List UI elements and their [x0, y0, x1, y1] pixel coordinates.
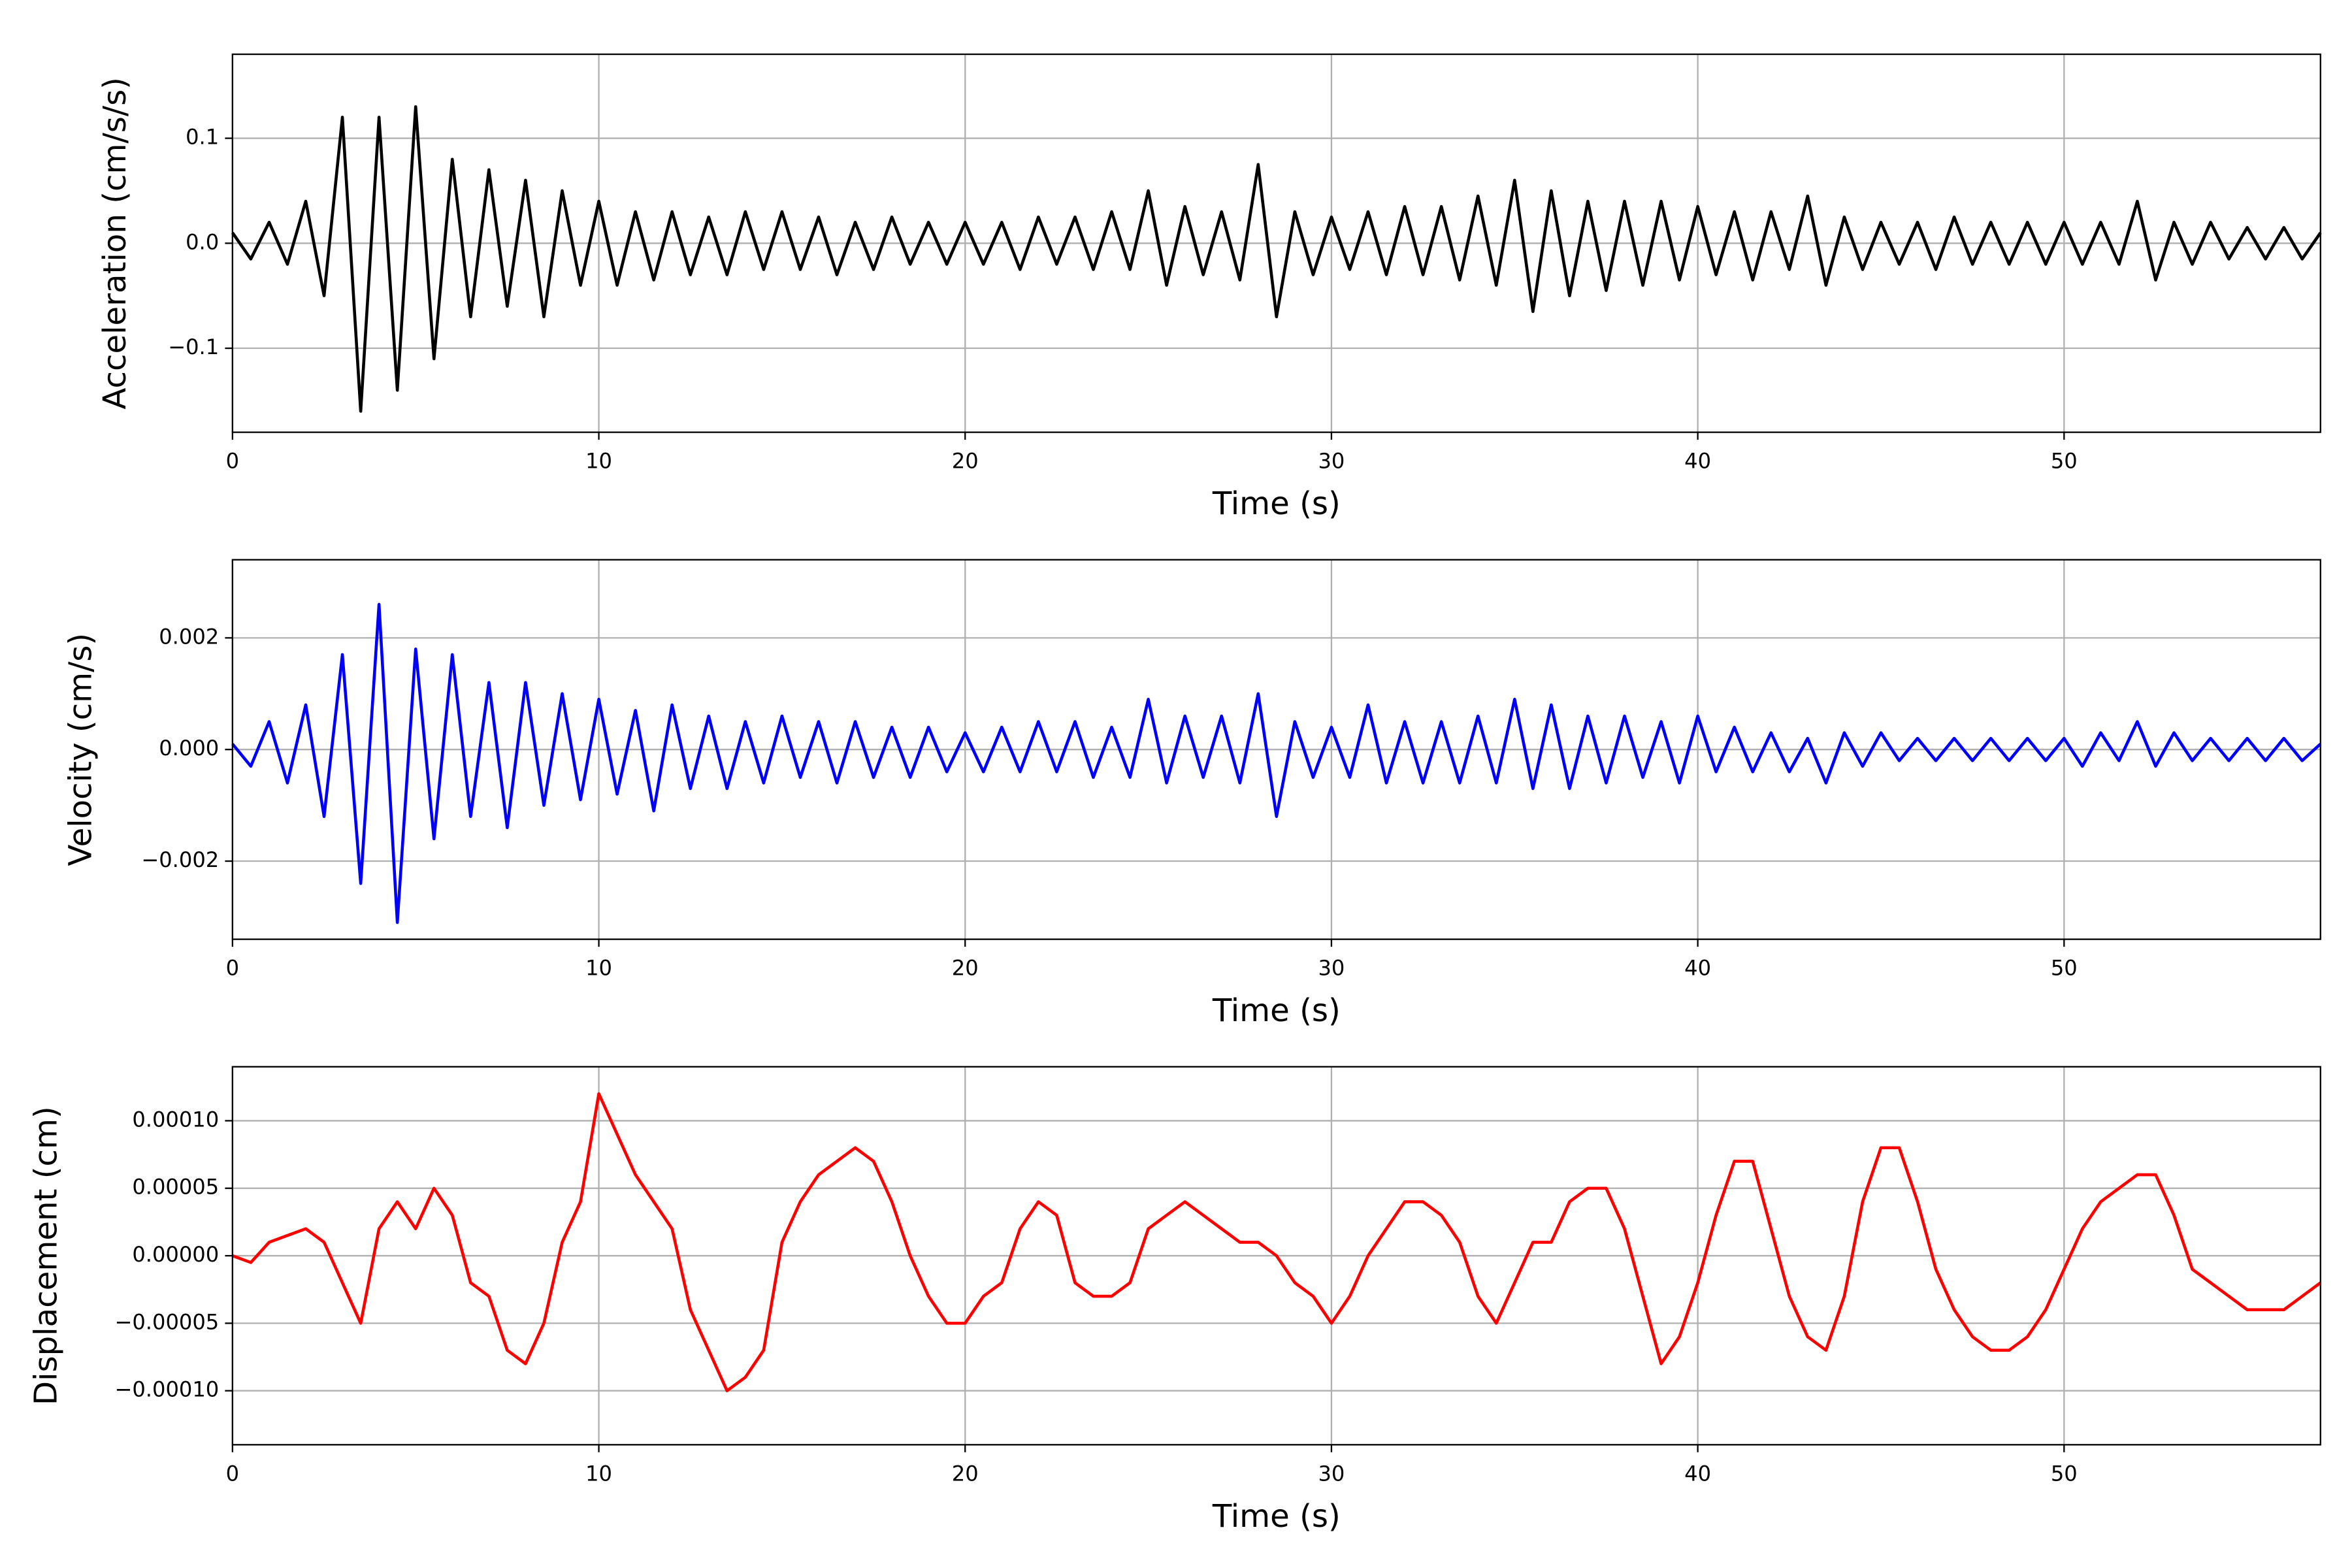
x-tick-label: 50	[2051, 956, 2078, 981]
x-tick-label: 20	[952, 956, 979, 981]
x-axis-label: Time (s)	[1212, 992, 1341, 1029]
x-tick-label: 10	[585, 956, 612, 981]
x-tick-label: 40	[1684, 449, 1711, 474]
x-tick-label: 10	[585, 1461, 612, 1486]
y-tick-label: 0.0	[186, 229, 219, 254]
x-tick-label: 40	[1684, 956, 1711, 981]
y-tick-label: 0.002	[159, 624, 219, 649]
y-tick-label: 0.00010	[132, 1107, 219, 1132]
x-tick-label: 20	[952, 1461, 979, 1486]
x-tick-label: 30	[1318, 449, 1345, 474]
x-axis-label: Time (s)	[1212, 1498, 1341, 1535]
y-tick-label: −0.002	[141, 847, 219, 872]
y-axis-label: Acceleration (cm/s/s)	[97, 77, 133, 410]
x-tick-label: 20	[952, 449, 979, 474]
data-line	[231, 105, 2322, 413]
y-tick-label: 0.00005	[132, 1175, 219, 1200]
plot-frame	[231, 559, 2321, 940]
y-tick-label: −0.00005	[114, 1309, 219, 1334]
y-axis-label: Displacement (cm)	[27, 1106, 64, 1405]
x-tick-label: 40	[1684, 1461, 1711, 1486]
y-axis-label: Velocity (cm/s)	[62, 633, 99, 866]
x-tick-label: 30	[1318, 956, 1345, 981]
x-tick-label: 30	[1318, 1461, 1345, 1486]
y-tick-label: 0.1	[186, 125, 219, 150]
x-axis-label: Time (s)	[1212, 485, 1341, 522]
data-line	[232, 1092, 2322, 1392]
y-tick-label: −0.00010	[114, 1377, 219, 1402]
y-tick-label: 0.00000	[132, 1242, 219, 1267]
x-tick-label: 0	[226, 956, 239, 981]
y-tick-label: −0.1	[168, 335, 219, 359]
data-line	[231, 602, 2322, 924]
x-tick-label: 0	[226, 1461, 239, 1486]
x-tick-label: 0	[226, 449, 239, 474]
plot-frame	[231, 53, 2321, 433]
x-tick-label: 50	[2051, 1461, 2078, 1486]
y-tick-label: 0.000	[159, 736, 219, 760]
x-tick-label: 10	[585, 449, 612, 474]
plot-frame	[231, 1066, 2321, 1446]
x-tick-label: 50	[2051, 449, 2078, 474]
